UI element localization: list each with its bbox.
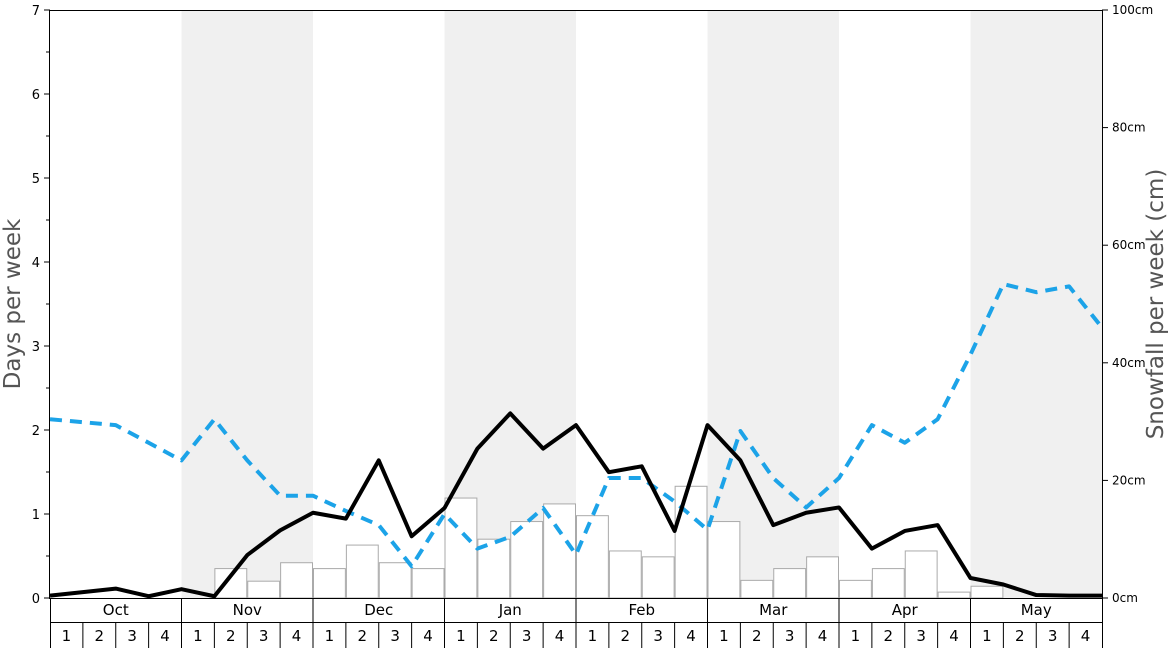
week-label: 4 xyxy=(423,627,433,645)
month-label: Nov xyxy=(233,601,262,619)
bar xyxy=(477,538,511,599)
bar xyxy=(411,568,445,599)
week-label: 4 xyxy=(686,627,696,645)
week-label: 1 xyxy=(982,627,992,645)
month-label: May xyxy=(1021,601,1052,619)
month-label: Mar xyxy=(759,601,788,619)
dashed-series-line xyxy=(49,282,1104,569)
left-tick-label: 3 xyxy=(32,340,40,355)
week-label: 1 xyxy=(719,627,729,645)
bar xyxy=(641,556,675,599)
left-tick-label: 5 xyxy=(32,172,40,187)
right-axis-title: Snowfall per week (cm) xyxy=(1143,169,1168,440)
week-label: 4 xyxy=(818,627,828,645)
week-label: 3 xyxy=(916,627,926,645)
left-tick-label: 1 xyxy=(32,508,40,523)
week-label: 2 xyxy=(489,627,499,645)
month-label: Feb xyxy=(628,601,655,619)
week-label: 2 xyxy=(752,627,762,645)
bar xyxy=(313,568,346,599)
week-label: 4 xyxy=(1081,627,1091,645)
bar xyxy=(543,503,576,599)
month-label: Oct xyxy=(103,601,129,619)
week-label: 3 xyxy=(653,627,663,645)
week-label: 2 xyxy=(621,627,631,645)
bar xyxy=(345,544,379,599)
bar xyxy=(871,568,905,599)
month-week-axis: Oct 1 2 3 4 Nov 1 2 3 4 Dec 1 2 3 4 Jan 1 2 3 4 Feb 1 2 3 4 Mar 1 2… xyxy=(50,598,1103,648)
bar xyxy=(674,485,708,599)
bar xyxy=(247,580,281,599)
bar xyxy=(970,585,1004,599)
week-label: 2 xyxy=(358,627,368,645)
week-label: 3 xyxy=(390,627,400,645)
week-label: 2 xyxy=(226,627,236,645)
right-y-axis: 0cm 20cm 40cm 60cm 80cm 100cm xyxy=(1102,3,1153,605)
right-tick-label: 80cm xyxy=(1112,121,1146,135)
left-tick-label: 7 xyxy=(32,4,40,19)
snowfall-lines xyxy=(49,282,1104,599)
week-label: 3 xyxy=(522,627,532,645)
left-tick-label: 0 xyxy=(32,592,40,607)
month-label: Dec xyxy=(364,601,393,619)
week-label: 4 xyxy=(949,627,959,645)
left-tick-label: 4 xyxy=(32,256,40,271)
month-label: Apr xyxy=(892,601,919,619)
week-label: 4 xyxy=(555,627,565,645)
bar xyxy=(839,579,872,599)
week-label: 1 xyxy=(456,627,466,645)
bar xyxy=(806,556,839,599)
week-label: 2 xyxy=(1015,627,1025,645)
bar xyxy=(937,591,971,599)
right-tick-label: 100cm xyxy=(1112,3,1153,17)
right-tick-label: 40cm xyxy=(1112,356,1146,370)
right-tick-label: 20cm xyxy=(1112,473,1146,487)
week-label: 4 xyxy=(160,627,170,645)
solid-series-line xyxy=(49,411,1102,599)
week-label: 1 xyxy=(62,627,72,645)
month-band-shading xyxy=(181,10,1102,598)
week-label: 4 xyxy=(292,627,302,645)
left-tick-label: 6 xyxy=(32,88,40,103)
bar xyxy=(378,562,412,599)
bar xyxy=(740,579,774,599)
bar xyxy=(576,515,609,599)
right-tick-label: 0cm xyxy=(1112,591,1138,605)
week-label: 3 xyxy=(127,627,137,645)
bar xyxy=(773,568,807,599)
week-label: 2 xyxy=(95,627,105,645)
week-label: 1 xyxy=(325,627,335,645)
right-tick-label: 60cm xyxy=(1112,238,1146,252)
bar xyxy=(707,521,741,599)
week-label: 1 xyxy=(588,627,598,645)
bar xyxy=(608,550,642,599)
week-label: 3 xyxy=(259,627,269,645)
week-label: 3 xyxy=(1048,627,1058,645)
week-label: 1 xyxy=(193,627,203,645)
left-axis-title: Days per week xyxy=(0,218,26,389)
month-band xyxy=(181,10,313,598)
week-label: 1 xyxy=(851,627,861,645)
bar xyxy=(280,562,313,599)
left-y-axis: 0 1 2 3 4 5 6 7 xyxy=(32,4,50,607)
bar xyxy=(444,497,478,599)
month-band xyxy=(970,10,1102,598)
week-label: 3 xyxy=(785,627,795,645)
month-label: Jan xyxy=(498,601,522,619)
week-label: 2 xyxy=(884,627,894,645)
left-tick-label: 2 xyxy=(32,424,40,439)
month-band xyxy=(707,10,839,598)
bar xyxy=(904,550,938,599)
